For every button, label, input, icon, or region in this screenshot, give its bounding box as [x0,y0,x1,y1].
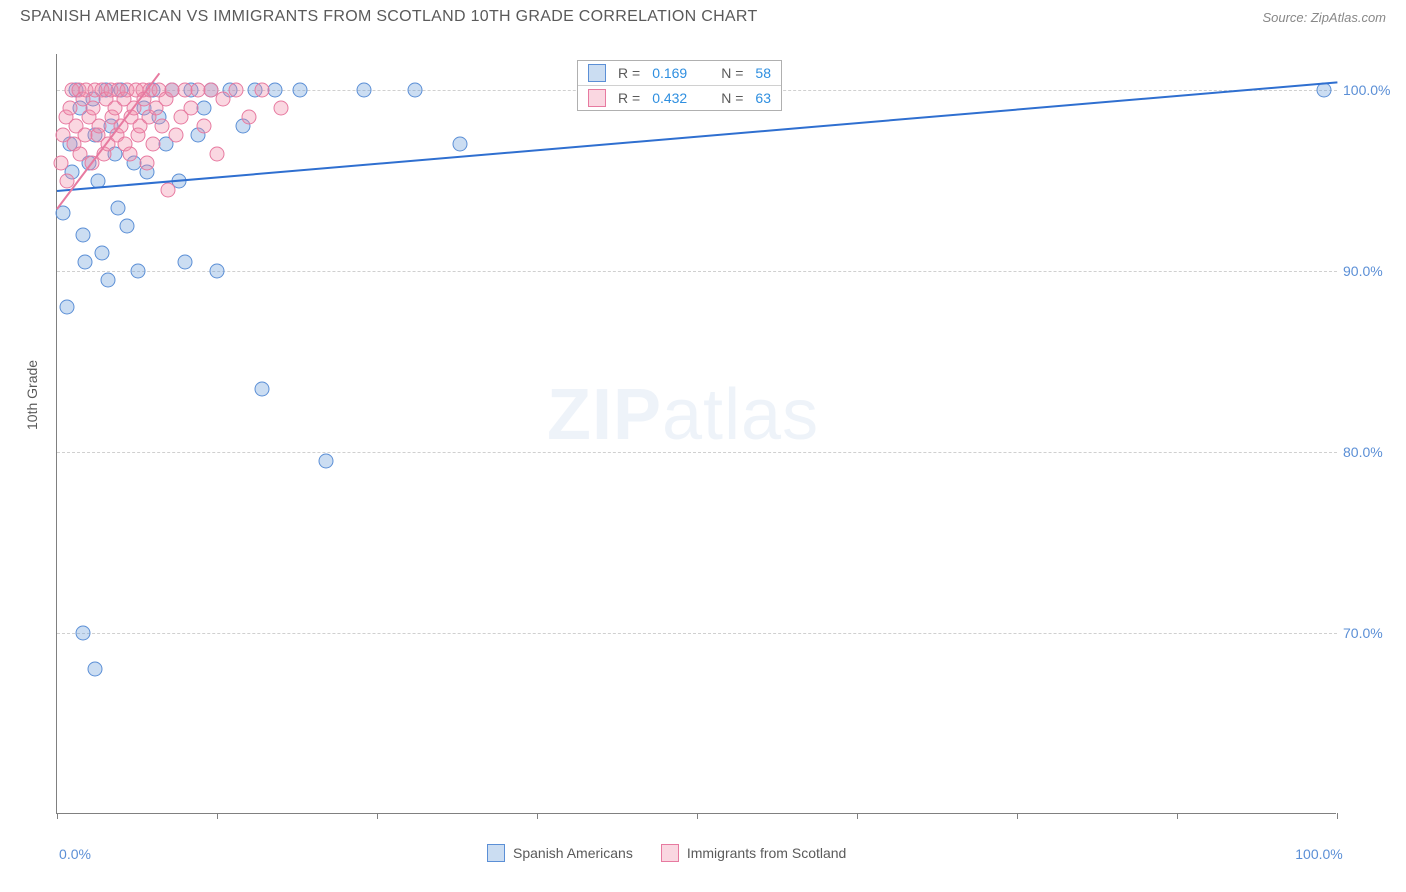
legend-swatch [588,89,606,107]
point-scotland [229,83,244,98]
point-spanish-american [254,381,269,396]
point-spanish-american [357,83,372,98]
legend-stats: R = 0.169 N = 58 R = 0.432 N = 63 [577,60,782,111]
point-spanish-american [197,101,212,116]
xtick [57,813,58,819]
point-scotland [122,146,137,161]
point-spanish-american [75,227,90,242]
ytick-label: 90.0% [1343,263,1383,279]
r-value: 0.432 [652,90,687,106]
n-value: 58 [755,65,771,81]
legend-swatch [661,844,679,862]
xtick-label: 0.0% [59,846,91,862]
point-spanish-american [101,273,116,288]
legend-swatch [487,844,505,862]
xtick-label: 100.0% [1295,846,1342,862]
point-scotland [274,101,289,116]
xtick [1017,813,1018,819]
chart-header: SPANISH AMERICAN VS IMMIGRANTS FROM SCOT… [0,0,1406,30]
n-label: N = [721,65,743,81]
gridline-h [57,271,1337,272]
point-spanish-american [60,300,75,315]
r-value: 0.169 [652,65,687,81]
point-spanish-american [178,255,193,270]
point-scotland [146,137,161,152]
point-spanish-american [78,255,93,270]
plot-area: ZIPatlas 70.0%80.0%90.0%100.0%0.0%100.0%… [56,54,1336,814]
watermark: ZIPatlas [547,374,819,456]
legend-stats-row: R = 0.432 N = 63 [578,85,781,110]
point-scotland [210,146,225,161]
point-scotland [53,155,68,170]
legend-label: Spanish Americans [513,845,633,861]
xtick [217,813,218,819]
xtick [1177,813,1178,819]
gridline-h [57,633,1337,634]
legend-item: Spanish Americans [487,844,633,862]
point-scotland [169,128,184,143]
legend-item: Immigrants from Scotland [661,844,847,862]
xtick [1337,813,1338,819]
gridline-h [57,452,1337,453]
ytick-label: 100.0% [1343,82,1390,98]
point-spanish-american [88,662,103,677]
point-scotland [85,101,100,116]
xtick [697,813,698,819]
point-scotland [139,155,154,170]
chart-source: Source: ZipAtlas.com [1262,10,1386,25]
legend-series: Spanish Americans Immigrants from Scotlan… [487,844,846,862]
y-axis-label: 10th Grade [24,360,40,430]
r-label: R = [618,90,640,106]
r-label: R = [618,65,640,81]
point-spanish-american [318,454,333,469]
point-spanish-american [408,83,423,98]
point-scotland [242,110,257,125]
legend-label: Immigrants from Scotland [687,845,847,861]
xtick [377,813,378,819]
point-scotland [184,101,199,116]
point-spanish-american [453,137,468,152]
point-scotland [216,92,231,107]
ytick-label: 70.0% [1343,625,1383,641]
point-spanish-american [293,83,308,98]
point-spanish-american [94,246,109,261]
chart-container: ZIPatlas 70.0%80.0%90.0%100.0%0.0%100.0%… [56,54,1386,814]
xtick [857,813,858,819]
point-scotland [62,101,77,116]
point-scotland [161,182,176,197]
ytick-label: 80.0% [1343,444,1383,460]
point-scotland [254,83,269,98]
point-spanish-american [267,83,282,98]
chart-title: SPANISH AMERICAN VS IMMIGRANTS FROM SCOT… [20,8,758,26]
point-spanish-american [120,218,135,233]
legend-swatch [588,64,606,82]
point-scotland [197,119,212,134]
point-spanish-american [75,626,90,641]
point-spanish-american [111,200,126,215]
n-label: N = [721,90,743,106]
point-spanish-american [210,264,225,279]
point-scotland [92,119,107,134]
xtick [537,813,538,819]
point-scotland [154,119,169,134]
legend-stats-row: R = 0.169 N = 58 [578,61,781,85]
n-value: 63 [755,90,771,106]
point-spanish-american [130,264,145,279]
